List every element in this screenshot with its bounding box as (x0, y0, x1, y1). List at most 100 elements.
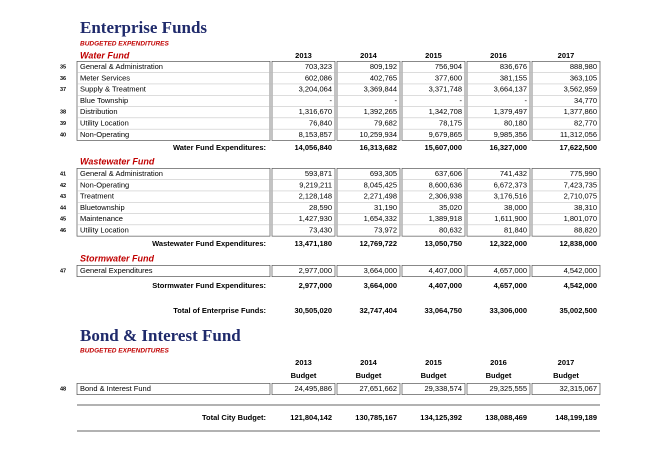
line-number: 42 (60, 183, 66, 189)
cell-value: 1,801,070 (564, 214, 597, 223)
cell-value: 402,765 (370, 73, 397, 82)
cell-value: 377,600 (435, 73, 462, 82)
line-number: 45 (60, 217, 66, 223)
cell-value: 32,747,404 (359, 306, 397, 315)
cell-value: 3,664,137 (494, 85, 527, 94)
cell-value: 2,710,075 (564, 192, 597, 201)
cell-value: 2,306,938 (429, 192, 462, 201)
cell-value: 4,542,000 (564, 266, 597, 275)
cell-value: 76,840 (309, 118, 332, 127)
cell-value: 2,271,498 (364, 192, 397, 201)
cell-value: 1,427,930 (299, 214, 332, 223)
section-title: Water Fund (80, 50, 130, 60)
cell-value: 33,306,000 (489, 306, 527, 315)
year-header: 2015 (425, 51, 442, 60)
year-header: 2016 (490, 358, 507, 367)
value-box (336, 60, 401, 141)
row-label: Bond & Interest Fund (80, 384, 151, 393)
row-label: General & Administration (80, 62, 163, 71)
cell-value: 14,056,840 (294, 143, 332, 152)
row-label: Maintenance (80, 214, 123, 223)
label-box (76, 265, 271, 278)
line-number: 44 (60, 205, 67, 211)
label-box (76, 60, 271, 141)
cell-value: 38,000 (504, 203, 527, 212)
year-header: 2017 (558, 358, 575, 367)
cell-value: 32,315,067 (559, 384, 597, 393)
cell-value: 593,871 (305, 169, 332, 178)
cell-value: 33,064,750 (424, 306, 462, 315)
cell-value: - (395, 96, 398, 105)
cell-value: 381,155 (500, 73, 527, 82)
cell-value: 9,985,356 (494, 130, 527, 139)
cell-value: - (330, 96, 333, 105)
cell-value: 17,622,500 (559, 143, 597, 152)
year-header: 2017 (558, 51, 575, 60)
cell-value: 3,371,748 (429, 85, 462, 94)
total-label: Total of Enterprise Funds: (173, 306, 266, 315)
cell-value: 11,312,056 (560, 130, 597, 139)
row-label: Non-Operating (80, 180, 129, 189)
line-number: 48 (60, 386, 66, 392)
cell-value: 148,199,189 (555, 413, 597, 422)
subtitle: BUDGETED EXPENDITURES (80, 41, 170, 48)
cell-value: 3,664,000 (364, 266, 397, 275)
line-number: 37 (60, 87, 66, 93)
cell-value: 28,590 (309, 203, 332, 212)
row-label: General & Administration (80, 169, 163, 178)
year-header: 2014 (360, 51, 378, 60)
cell-value: 756,904 (435, 62, 462, 71)
budget-header: Budget (486, 371, 512, 380)
year-header: 2013 (295, 51, 312, 60)
budget-header: Budget (291, 371, 317, 380)
row-label: Meter Services (80, 73, 130, 82)
cell-value: 1,342,708 (429, 107, 462, 116)
cell-value: 741,432 (500, 169, 527, 178)
cell-value: 1,611,900 (494, 214, 527, 223)
cell-value: 836,676 (500, 62, 527, 71)
cell-value: 7,423,735 (564, 180, 597, 189)
row-label: Treatment (80, 192, 115, 201)
cell-value: 8,045,425 (364, 180, 397, 189)
line-number: 38 (60, 110, 66, 116)
total-label: Total City Budget: (202, 413, 266, 422)
year-header: 2015 (425, 358, 442, 367)
cell-value: 6,672,373 (494, 180, 527, 189)
cell-value: 703,323 (305, 62, 332, 71)
line-number: 46 (60, 228, 66, 234)
cell-value: 3,369,844 (364, 85, 397, 94)
cell-value: 3,562,959 (564, 85, 597, 94)
cell-value: 12,322,000 (489, 239, 527, 248)
cell-value: 24,495,886 (294, 384, 332, 393)
bond-title: Bond & Interest Fund (80, 326, 241, 345)
cell-value: 80,180 (504, 118, 527, 127)
line-number: 41 (60, 171, 66, 177)
cell-value: 1,377,860 (564, 107, 597, 116)
line-number: 40 (60, 132, 66, 138)
subtotal-label: Water Fund Expenditures: (173, 143, 266, 152)
cell-value: 9,219,211 (299, 180, 332, 189)
subtotal-label: Wastewater Fund Expenditures: (152, 239, 266, 248)
budget-header: Budget (356, 371, 382, 380)
row-label: Non-Operating (80, 130, 129, 139)
cell-value: 1,389,918 (429, 214, 462, 223)
cell-value: 31,190 (374, 203, 397, 212)
cell-value: 1,316,670 (299, 107, 332, 116)
cell-value: 79,682 (374, 118, 397, 127)
bond-subtitle: BUDGETED EXPENDITURES (80, 348, 170, 355)
cell-value: 4,407,000 (429, 281, 462, 290)
cell-value: 888,980 (570, 62, 597, 71)
cell-value: 1,379,497 (494, 107, 527, 116)
cell-value: 78,175 (439, 118, 462, 127)
value-box (271, 383, 336, 396)
cell-value: 13,050,750 (424, 239, 462, 248)
cell-value: 82,770 (574, 118, 597, 127)
cell-value: 16,313,682 (359, 143, 397, 152)
year-header: 2013 (295, 358, 312, 367)
value-box (466, 383, 531, 396)
cell-value: 10,259,934 (359, 130, 397, 139)
cell-value: - (460, 96, 463, 105)
value-box (531, 60, 601, 141)
line-number: 36 (60, 76, 66, 82)
